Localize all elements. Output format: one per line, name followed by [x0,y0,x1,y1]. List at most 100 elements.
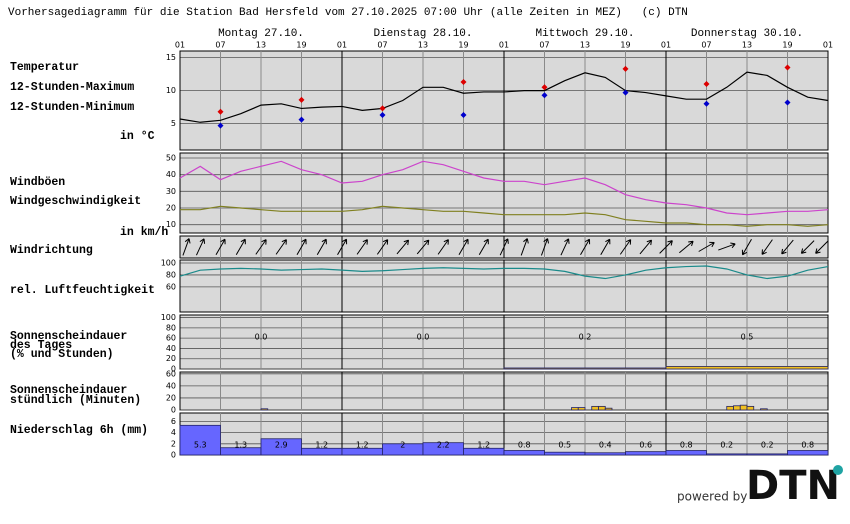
value-label: 0.8 [680,441,693,450]
day-label: Montag 27.10. [218,28,304,40]
value-label: 0.2 [761,441,774,450]
wind-arrow [356,239,368,255]
hour-label: 07 [701,41,711,50]
hour-label: 07 [377,41,387,50]
marker [298,116,305,123]
wind-arrow [215,238,226,256]
hour-label: 19 [458,41,468,50]
wind-arrow [499,238,509,256]
bar [179,424,221,456]
bar [665,450,707,456]
bar [746,405,755,411]
bar [625,451,667,456]
marker [784,99,791,106]
wind-arrow [255,239,267,255]
marker [460,79,467,86]
wind-arrow [396,239,410,255]
title: Vorhersagediagramm für die Station Bad H… [8,7,688,19]
y-tick-label: 40 [166,344,176,353]
wind-arrow [182,238,191,256]
wind-arrow [600,238,611,256]
value-label: 1.2 [356,441,369,450]
value-label: 0.4 [599,441,612,450]
panel-label: Temperatur [10,61,79,74]
line [179,265,829,280]
bar [760,408,768,411]
marker [217,108,224,115]
bar [260,438,302,456]
y-tick-label: 60 [166,334,176,343]
wind-arrow [195,238,206,256]
wind-arrow [718,242,736,251]
y-tick-label: 60 [166,282,176,291]
y-tick-label: 10 [166,86,176,95]
wind-arrow [316,238,327,256]
value-label: 2.9 [275,441,288,450]
value-label: 0.5 [741,333,754,342]
wind-arrow [520,238,529,256]
marker [622,65,629,72]
hour-label: 01 [499,41,509,50]
panel-label: 12-Stunden-Maximum [10,81,134,94]
wind-arrow [376,239,389,255]
wind-arrow [781,239,794,255]
value-label: 0.5 [558,441,571,450]
y-tick-label: 20 [166,354,176,363]
bar [746,453,788,456]
line [180,205,829,227]
panel-label: Sonnenscheindauer [10,384,127,397]
panel-label: Sonnenscheindauer [10,330,127,343]
line [179,71,829,123]
bar [604,407,613,411]
y-tick-label: 20 [166,393,176,402]
marker [460,112,467,119]
y-tick-label: 6 [171,417,176,426]
value-label: 1.2 [315,441,328,450]
line [179,160,829,216]
bar [503,450,545,456]
day-label: Mittwoch 29.10. [535,28,634,40]
value-label: 0.6 [639,441,652,450]
value-label: 5.3 [194,441,207,450]
y-tick-label: 2 [171,439,176,448]
value-label: 2 [400,441,405,450]
wind-arrow [580,238,591,256]
marker [379,105,386,112]
hour-label: 01 [337,41,347,50]
y-tick-label: 40 [166,170,176,179]
bar [706,453,748,456]
bar [577,407,586,411]
y-tick-label: 0 [171,365,176,374]
value-label: 0.2 [579,333,592,342]
bar [733,405,741,411]
y-tick-label: 4 [171,428,176,437]
marker [703,81,710,87]
hour-label: 07 [539,41,549,50]
bar [503,367,667,370]
value-label: 2.2 [437,441,450,450]
value-label: 0.0 [255,333,268,342]
marker [703,100,710,107]
wind-arrow [560,238,570,256]
hour-label: 07 [215,41,225,50]
value-label: 0.8 [801,441,814,450]
bar [584,452,626,456]
y-tick-label: 50 [166,154,176,163]
value-label: 1.2 [477,441,490,450]
value-label: 0.8 [518,441,531,450]
panel-label: in °C [120,130,155,143]
panel-label: in km/h [120,226,168,239]
value-label: 1.3 [234,441,247,450]
marker [298,96,305,103]
hour-label: 01 [175,41,185,50]
y-tick-label: 100 [161,258,176,267]
logo: DTN [746,463,840,509]
bar [739,404,748,411]
wind-arrow [540,238,550,256]
panel-label: Windrichtung [10,244,93,257]
panel-label: 12-Stunden-Minimum [10,101,134,114]
y-tick-label: 30 [166,187,176,196]
marker [622,89,629,96]
panel-label: Windgeschwindigkeit [10,195,141,208]
y-tick-label: 80 [166,270,176,279]
